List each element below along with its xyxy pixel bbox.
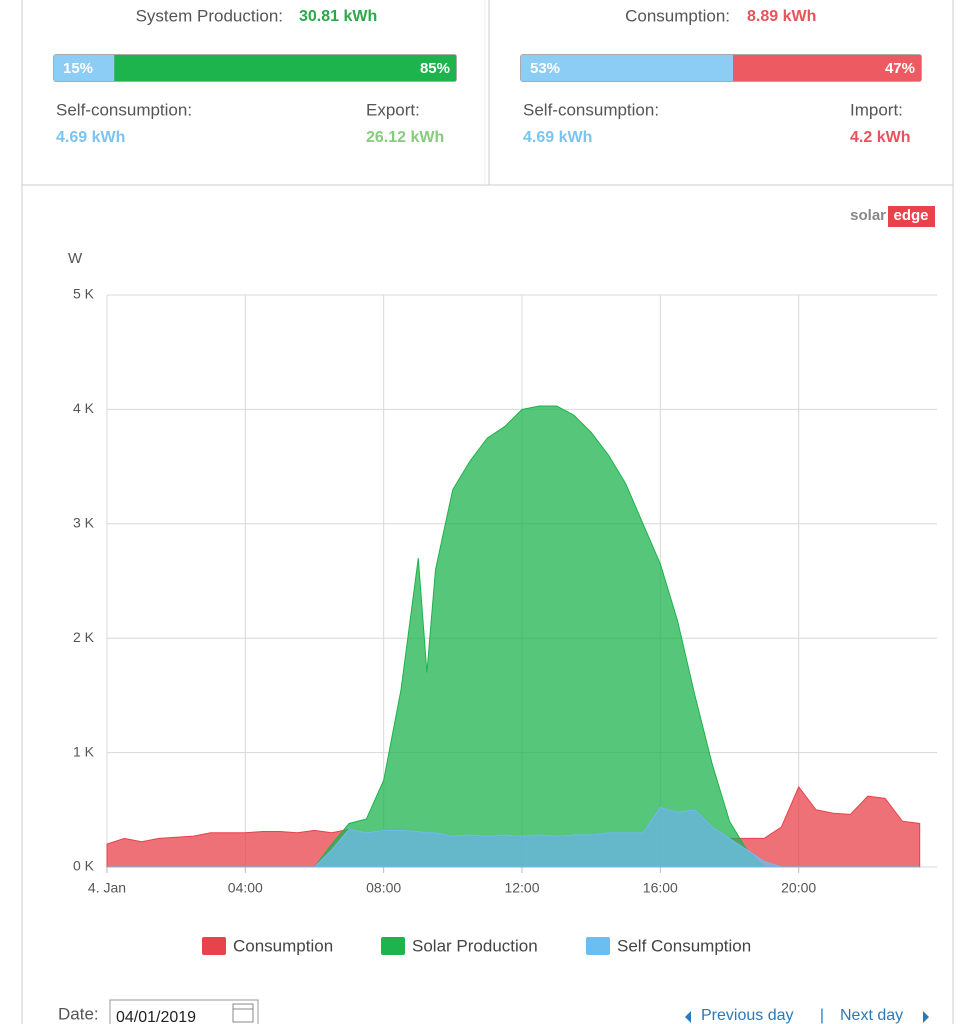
y-tick-label: 4 K xyxy=(73,400,95,416)
self-consumption-label: Self-consumption: xyxy=(523,100,659,119)
x-tick-label: 16:00 xyxy=(643,880,678,896)
legend-label: Solar Production xyxy=(412,936,538,955)
import-label: Import: xyxy=(850,100,903,119)
bar-segment xyxy=(54,55,115,81)
legend-label: Self Consumption xyxy=(617,936,751,955)
bar-label: 15% xyxy=(63,60,93,77)
calendar-icon[interactable] xyxy=(232,1003,254,1023)
y-tick-label: 1 K xyxy=(73,743,95,759)
x-tick-label: 4. Jan xyxy=(88,880,126,896)
consumption-value: 8.89 kWh xyxy=(747,8,816,25)
legend-swatch xyxy=(202,937,226,955)
next-day[interactable]: Next day xyxy=(840,1007,903,1024)
bar-label: 53% xyxy=(530,60,560,77)
y-tick-label: 5 K xyxy=(73,286,95,302)
next-arrow[interactable] xyxy=(923,1011,929,1023)
self-consumption-value: 4.69 kWh xyxy=(56,129,125,146)
consumption-bar: 53% 47% xyxy=(520,54,922,82)
area xyxy=(107,806,920,868)
previous-day[interactable]: Previous day xyxy=(701,1007,794,1024)
x-tick-label: 08:00 xyxy=(366,880,401,896)
logo-box xyxy=(888,206,935,227)
y-axis-label: W xyxy=(68,250,83,267)
self-consumption-value: 4.69 kWh xyxy=(523,129,592,146)
export-value: 26.12 kWh xyxy=(366,129,444,146)
export-label: Export: xyxy=(366,100,420,119)
plot: 0 K 1 K 2 K 3 K 4 K 5 K 4. Jan 04:00 08:00 12:00 1… xyxy=(73,286,937,896)
date-label: Date: xyxy=(58,1004,99,1023)
x-tick-label: 12:00 xyxy=(504,880,539,896)
import-value: 4.2 kWh xyxy=(850,129,910,146)
y-tick-label: 3 K xyxy=(73,515,95,531)
legend-swatch xyxy=(381,937,405,955)
production-bar: 15% 85% xyxy=(53,54,457,82)
y-tick-label: 0 K xyxy=(73,858,95,874)
logo-edge: edge xyxy=(893,207,928,224)
bar-label: 47% xyxy=(885,60,915,77)
legend: Consumption Solar Production Self Consumpt… xyxy=(202,936,751,955)
nav-separator: | xyxy=(820,1007,824,1024)
bar-label: 85% xyxy=(420,60,450,77)
prev-arrow[interactable] xyxy=(685,1011,691,1023)
bar-segment xyxy=(521,55,733,81)
date-value[interactable]: 04/01/2019 xyxy=(116,1009,196,1024)
production-value: 30.81 kWh xyxy=(299,8,377,25)
x-tick-label: 20:00 xyxy=(781,880,816,896)
consumption-label: Consumption: xyxy=(625,6,730,25)
legend-swatch xyxy=(586,937,610,955)
bar-segment xyxy=(733,55,921,81)
bar-segment xyxy=(114,55,457,81)
logo-solar: solar xyxy=(850,207,886,224)
self-consumption-label: Self-consumption: xyxy=(56,100,192,119)
y-tick-label: 2 K xyxy=(73,629,95,645)
legend-label: Consumption xyxy=(233,936,333,955)
x-tick-label: 04:00 xyxy=(228,880,263,896)
production-label: System Production: xyxy=(136,6,283,25)
